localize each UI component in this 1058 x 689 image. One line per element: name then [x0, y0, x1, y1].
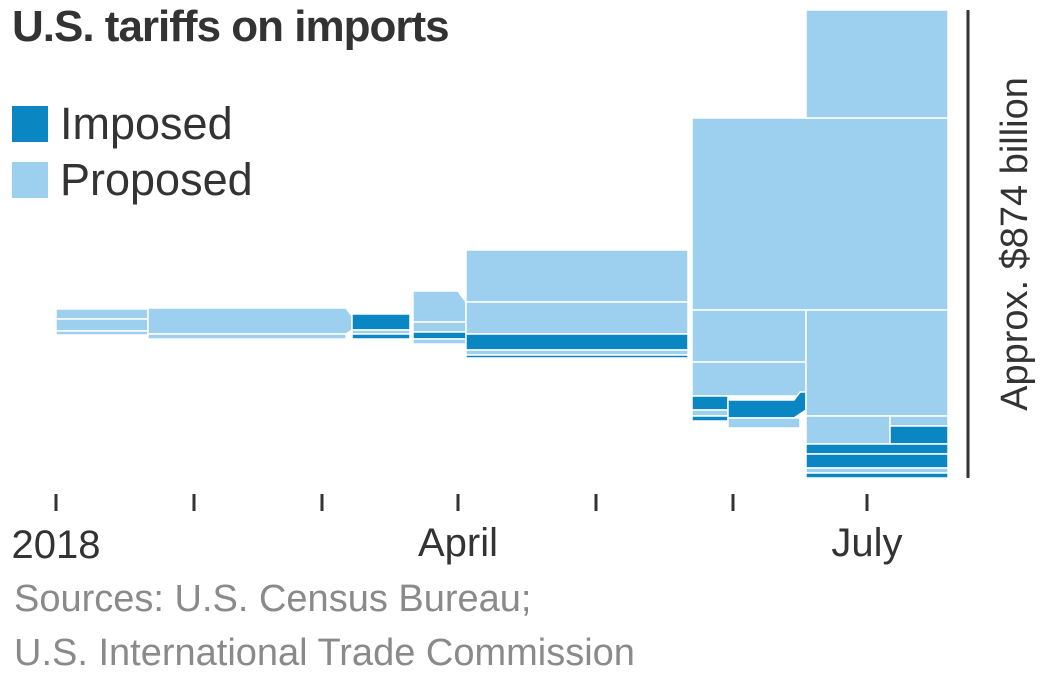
chart-areas — [55, 9, 949, 479]
proposed-area-13 — [465, 249, 689, 303]
x-tick-label-2018: 2018 — [12, 523, 101, 567]
proposed-area-28 — [805, 415, 891, 445]
legend-item-proposed: Proposed — [12, 152, 253, 208]
proposed-area-2 — [55, 318, 149, 332]
x-axis-ticks — [54, 494, 869, 511]
total-annotation: Approx. $874 billion — [994, 77, 1036, 411]
proposed-area-25 — [727, 417, 801, 429]
proposed-area-19 — [691, 309, 807, 363]
legend-item-imposed: Imposed — [12, 96, 253, 152]
imposed-area-32 — [805, 453, 949, 469]
legend-swatch-imposed — [12, 106, 48, 142]
proposed-area-22 — [691, 409, 729, 417]
imposed-area-15 — [465, 333, 689, 351]
proposed-area-27 — [805, 309, 949, 417]
proposed-area-14 — [465, 301, 689, 335]
legend-swatch-proposed — [12, 162, 48, 198]
legend: Imposed Proposed — [12, 96, 253, 208]
imposed-area-11 — [412, 331, 467, 340]
proposed-area-4 — [147, 307, 353, 335]
proposed-area-18 — [691, 117, 949, 311]
source-line-1: Sources: U.S. Census Bureau; — [14, 578, 532, 620]
imposed-area-30 — [889, 425, 949, 445]
proposed-area-9 — [412, 290, 467, 323]
legend-label-proposed: Proposed — [60, 154, 253, 205]
proposed-area-3 — [55, 330, 149, 336]
x-tick-label-july: July — [831, 521, 902, 565]
proposed-area-20 — [691, 361, 807, 397]
imposed-area-17 — [465, 354, 689, 359]
proposed-area-29 — [889, 415, 949, 427]
proposed-area-5 — [147, 333, 347, 340]
imposed-area-21 — [691, 395, 729, 411]
x-tick-label-april: April — [418, 521, 498, 565]
imposed-area-31 — [805, 443, 949, 455]
imposed-area-34 — [805, 472, 949, 479]
imposed-area-8 — [351, 333, 411, 340]
legend-label-imposed: Imposed — [60, 98, 233, 149]
proposed-area-12 — [412, 338, 467, 345]
proposed-area-1 — [55, 308, 149, 320]
imposed-area-6 — [351, 313, 411, 331]
proposed-area-10 — [412, 321, 467, 333]
proposed-area-26 — [805, 9, 949, 119]
chart-title: U.S. tariffs on imports — [12, 2, 450, 51]
imposed-area-23 — [691, 415, 729, 422]
source-line-2: U.S. International Trade Commission — [14, 632, 635, 674]
